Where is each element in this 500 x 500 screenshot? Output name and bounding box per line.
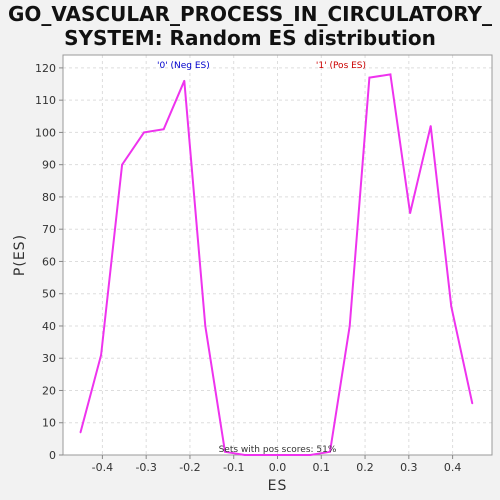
annotation-label: '0' (Neg ES) [157,61,210,71]
chart-title-line-2: SYSTEM: Random ES distribution [64,26,436,50]
x-tick-label: 0.3 [400,461,418,474]
data-point [450,305,453,308]
x-tick-label: -0.2 [179,461,200,474]
data-point [389,73,392,76]
data-point [183,79,186,82]
y-tick-label: 50 [42,288,56,301]
chart-title: GO_VASCULAR_PROCESS_IN_CIRCULATORY_ SYST… [0,2,500,50]
data-point [309,454,312,456]
annotations: '0' (Neg ES) '1' (Pos ES) [157,61,366,71]
data-point [409,212,412,214]
y-tick-label: 10 [42,417,56,430]
y-tick-label: 70 [42,223,56,236]
y-tick-label: 40 [42,320,56,333]
y-tick-label: 120 [35,62,56,75]
y-tick-label: 90 [42,159,56,172]
x-tick-label: 0.1 [313,461,331,474]
y-axis-label: P(ES) [12,234,28,276]
ticks: -0.4 -0.3 -0.2 -0.1 0.0 0.1 0.2 0.3 0.4 0 10 20 30 40… [35,62,461,474]
x-tick-label: 0.4 [444,461,462,474]
x-tick-label: -0.1 [223,461,244,474]
data-point [243,454,246,456]
data-point [100,354,102,356]
chart-title-line-1: GO_VASCULAR_PROCESS_IN_CIRCULATORY_ [8,2,492,26]
y-tick-label: 20 [42,384,56,397]
data-point [276,454,279,456]
data-point [79,431,82,434]
y-tick-label: 80 [42,191,56,204]
data-point [368,76,371,79]
x-tick-label: -0.3 [135,461,156,474]
data-point [121,163,123,166]
y-tick-label: 60 [42,255,56,268]
data-point [329,450,331,453]
data-point [162,128,165,131]
y-tick-label: 110 [35,94,56,107]
data-point [471,402,474,405]
data-point [224,450,226,453]
y-tick-label: 100 [35,126,56,139]
x-tick-label: -0.4 [92,461,113,474]
x-tick-label: 0.0 [269,461,287,474]
data-point [204,325,207,327]
data-point [429,125,432,127]
series-group [79,73,474,456]
y-tick-label: 30 [42,352,56,365]
y-tick-label: 0 [49,449,56,462]
annotation-label: '1' (Pos ES) [316,61,366,71]
x-tick-label: 0.2 [356,461,374,474]
pos-scores-label: Sets with pos scores: 51% [219,445,337,455]
x-axis-label: ES [268,478,288,494]
data-point [143,131,145,134]
data-point [348,325,351,327]
